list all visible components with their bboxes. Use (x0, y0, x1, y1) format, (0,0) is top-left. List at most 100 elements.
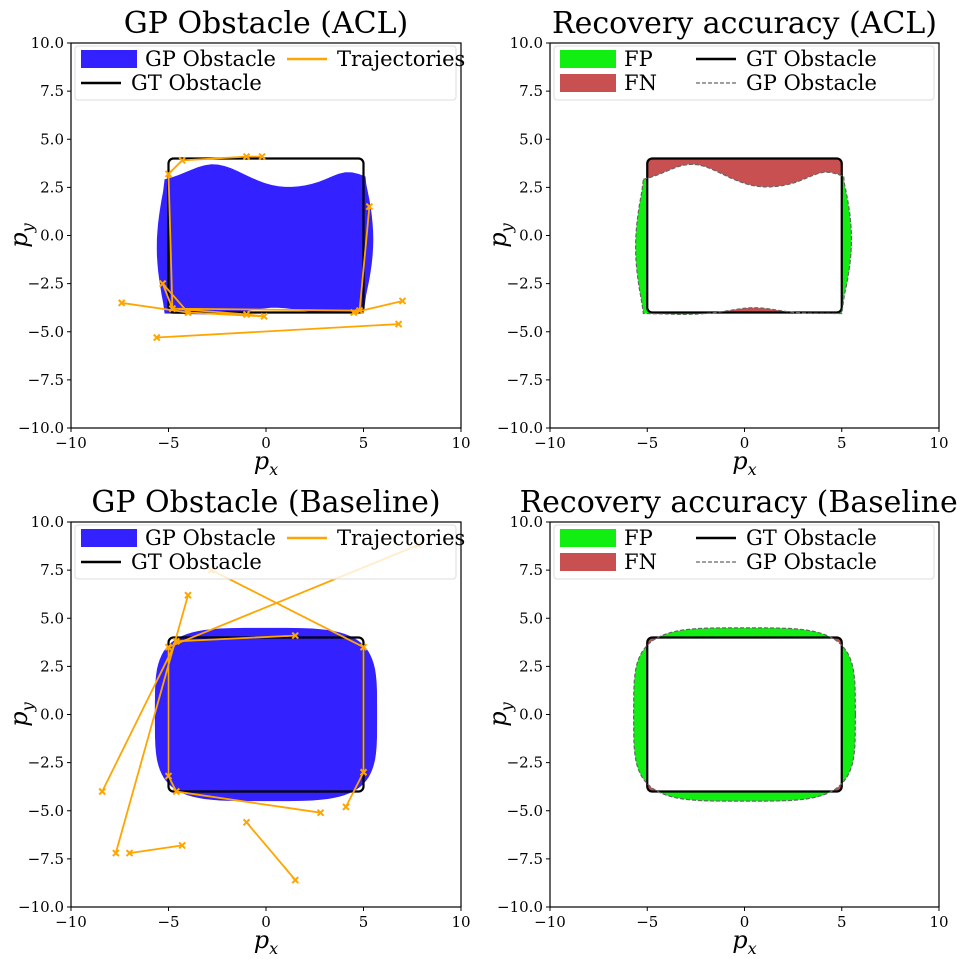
y-tick-label: 10.0 (31, 34, 64, 52)
legend-label: Trajectories (337, 47, 465, 71)
legend-label: GT Obstacle (131, 71, 262, 95)
x-tick-label: 0 (740, 434, 750, 452)
x-tick-label: −10 (55, 913, 87, 931)
legend-box (553, 524, 935, 580)
y-tick-label: −10.0 (497, 419, 543, 437)
y-tick-label: 5.0 (40, 130, 64, 148)
x-axis-label: px (732, 447, 756, 479)
y-tick-label: −7.5 (507, 371, 543, 389)
y-tick-label: −5.0 (28, 323, 64, 341)
y-tick-label: −10.0 (18, 419, 64, 437)
x-tick-label: 10 (451, 434, 470, 452)
trajectory-2 (121, 302, 189, 314)
trajectory-marker (117, 299, 126, 307)
y-tick-label: 5.0 (40, 609, 64, 627)
x-tick-label: 0 (261, 434, 271, 452)
chart-title: GP Obstacle (Baseline) (91, 485, 440, 520)
trajectory-marker (316, 808, 325, 817)
trajectory-marker (342, 803, 350, 811)
y-tick-label: 0.0 (40, 227, 64, 245)
y-tick-label: 7.5 (40, 82, 64, 100)
y-tick-label: −2.5 (507, 754, 543, 772)
y-tick-label: 2.5 (40, 178, 64, 196)
x-tick-label: 0 (261, 913, 271, 931)
y-tick-label: −2.5 (507, 275, 543, 293)
chart-title: GP Obstacle (ACL) (124, 6, 408, 41)
y-tick-label: 0.0 (519, 227, 543, 245)
x-axis-label: px (732, 926, 756, 958)
legend: GP Obstacle Trajectories GT Obstacle (74, 524, 465, 580)
trajectory-marker (158, 279, 167, 288)
x-tick-label: 0 (740, 913, 750, 931)
trajectory-marker (350, 308, 358, 317)
y-tick-label: −5.0 (507, 802, 543, 820)
y-tick-label: 10.0 (510, 34, 543, 52)
x-tick-label: −5 (636, 434, 658, 452)
y-tick-label: 2.5 (519, 657, 543, 675)
x-tick-label: 10 (929, 434, 948, 452)
legend-label: GP Obstacle (145, 526, 276, 550)
y-tick-label: −7.5 (28, 371, 64, 389)
legend-box (74, 524, 457, 580)
legend: FP GT Obstacle FN GP Obstacle (553, 524, 935, 580)
y-tick-label: 7.5 (40, 561, 64, 579)
fn-region (647, 637, 842, 792)
legend-box (553, 45, 935, 101)
y-tick-label: −2.5 (28, 754, 64, 772)
y-tick-label: 10.0 (510, 513, 543, 531)
trajectory-marker (398, 297, 407, 305)
y-tick-label: −2.5 (28, 275, 64, 293)
trajectory-marker (359, 768, 368, 776)
x-tick-label: −10 (55, 434, 87, 452)
y-tick-label: −5.0 (28, 802, 64, 820)
x-axis-label: px (254, 926, 278, 958)
plot-area (117, 152, 407, 342)
y-tick-label: 2.5 (40, 657, 64, 675)
legend-handle (81, 50, 137, 68)
legend-handle (560, 50, 616, 68)
legend-label: GP Obstacle (145, 47, 276, 71)
y-tick-label: −7.5 (28, 850, 64, 868)
gt-obstacle-box (167, 157, 365, 314)
gp-obstacle-region (154, 627, 378, 802)
x-tick-label: −10 (534, 434, 566, 452)
x-tick-label: 5 (359, 913, 369, 931)
chart-panel-4: −10 −5 0 5 10 −10.0 −7.5 −5.0 −2.5 0.0 2.5 5.0 7.5 10… (484, 485, 957, 958)
chart-panel-3: −10 −5 0 5 10 −10.0 −7.5 −5.0 −2.5 0.0 2.5 5.0 7.5 10… (5, 485, 471, 958)
trajectory-marker (153, 333, 161, 342)
x-tick-label: −10 (534, 913, 566, 931)
trajectory-6 (245, 821, 296, 881)
trajectory-marker (242, 818, 251, 827)
trajectory-4 (156, 323, 399, 339)
trajectory-marker (125, 849, 134, 857)
plot-area (632, 627, 857, 802)
y-tick-label: 5.0 (519, 609, 543, 627)
legend-label: GT Obstacle (746, 47, 877, 71)
x-axis-label: px (254, 447, 278, 479)
trajectory-marker (365, 202, 374, 211)
y-tick-label: 2.5 (519, 178, 543, 196)
legend-label: GT Obstacle (746, 526, 877, 550)
legend-label: FN (624, 550, 657, 574)
gp-obstacle-region (156, 164, 374, 315)
trajectory-marker (178, 841, 186, 850)
legend-handle (81, 529, 137, 547)
gt-obstacle-box (646, 636, 843, 793)
chart-title: Recovery accuracy (ACL) (552, 6, 937, 41)
trajectory-2 (114, 594, 189, 854)
gt-obstacle-box (646, 157, 843, 314)
legend-label: GT Obstacle (131, 550, 262, 574)
legend: GP Obstacle Trajectories GT Obstacle (74, 45, 465, 101)
trajectory-5 (129, 844, 183, 854)
chart-panel-2: −10 −5 0 5 10 −10.0 −7.5 −5.0 −2.5 0.0 2.5 5.0 7.5 10… (484, 6, 949, 479)
trajectory-marker (164, 170, 173, 178)
x-tick-label: 10 (451, 913, 470, 931)
legend-box (74, 45, 457, 101)
y-tick-label: 7.5 (519, 82, 543, 100)
x-tick-label: −5 (157, 913, 179, 931)
trajectory-marker (178, 156, 186, 165)
trajectory-marker (394, 320, 403, 328)
legend-label: FP (624, 47, 653, 71)
y-axis-label: py (5, 222, 37, 247)
y-tick-label: −10.0 (18, 898, 64, 916)
